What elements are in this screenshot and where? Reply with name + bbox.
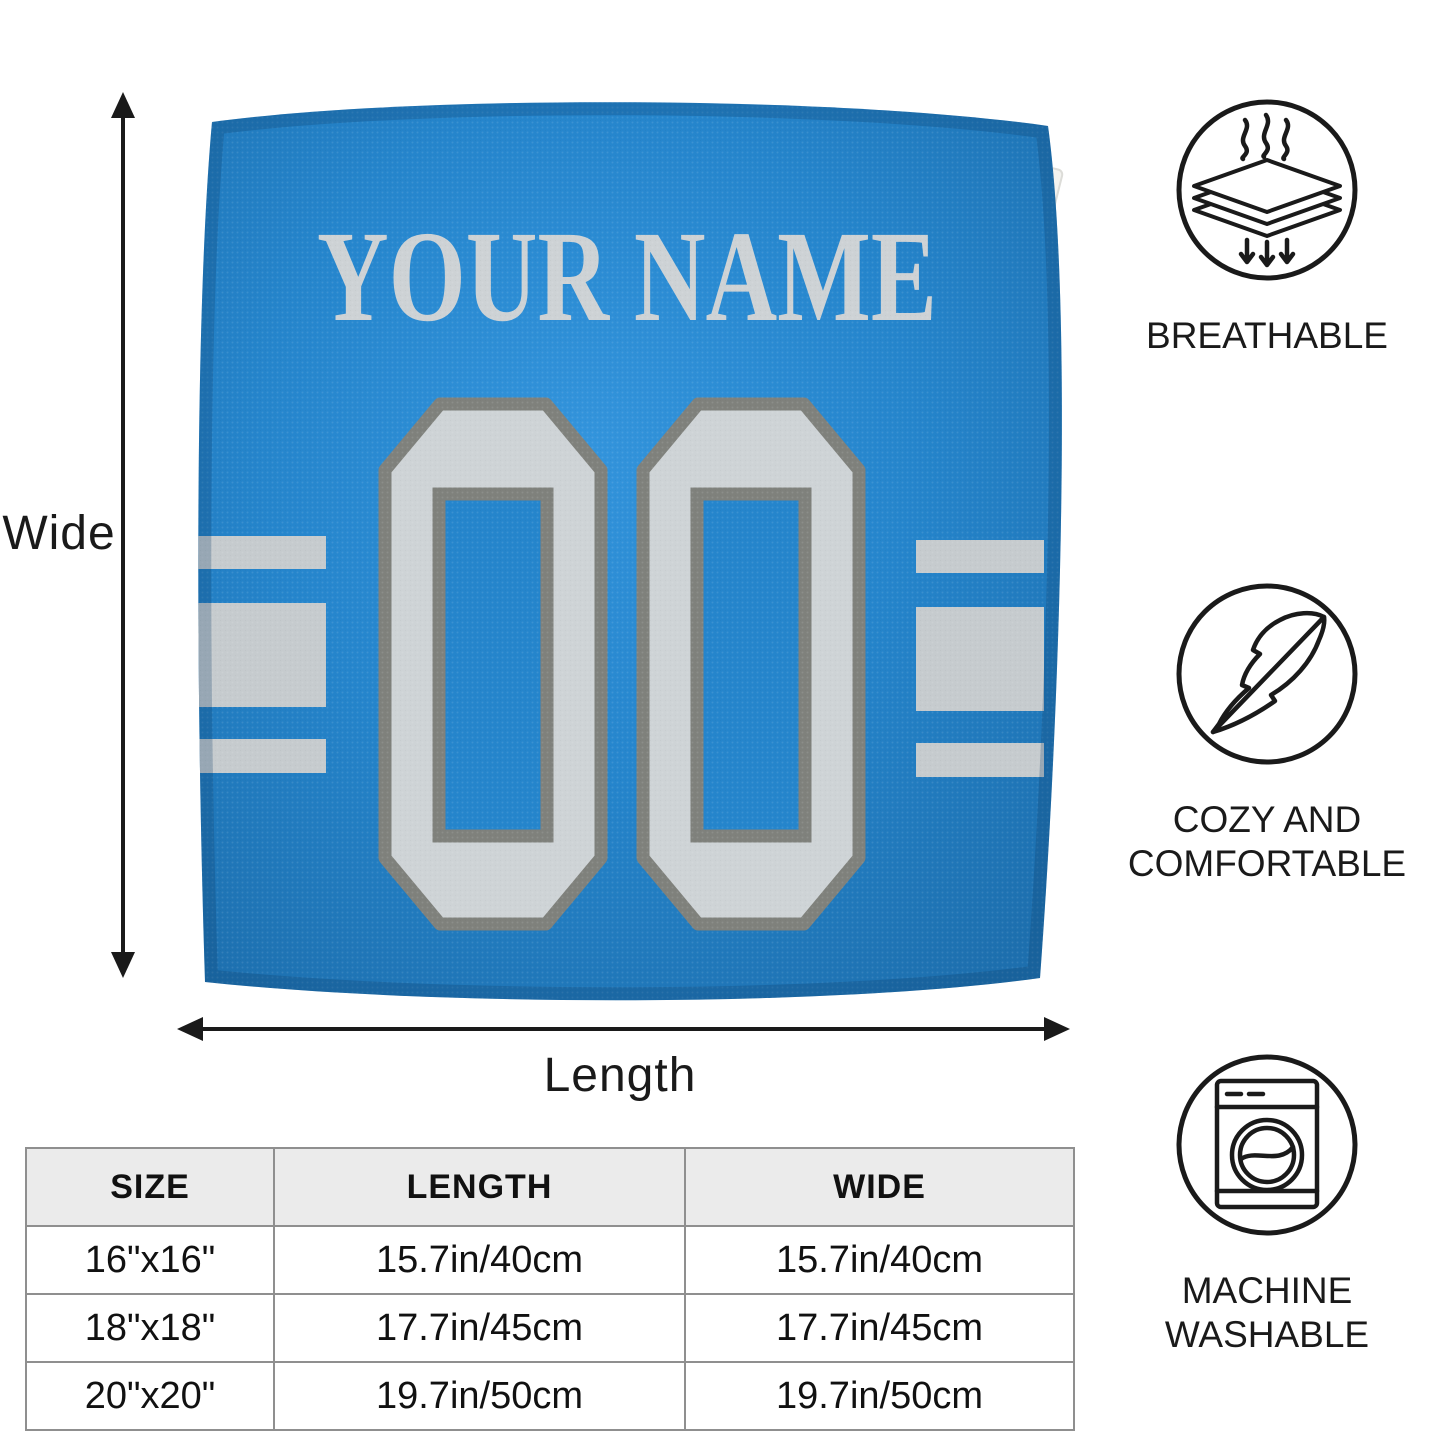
feature-breathable: BREATHABLE	[1117, 90, 1417, 358]
table-cell: 20"x20"	[25, 1361, 275, 1431]
arrow-right-head	[1044, 1017, 1070, 1041]
table-cell: 18"x18"	[25, 1293, 275, 1363]
table-row: 20"x20" 19.7in/50cm 19.7in/50cm	[25, 1361, 1075, 1431]
table-cell: 17.7in/45cm	[273, 1293, 686, 1363]
column-header-wide: WIDE	[684, 1147, 1075, 1227]
length-arrow-line	[201, 1027, 1045, 1031]
washing-machine-icon	[1176, 1054, 1358, 1236]
wide-arrow-line	[121, 116, 125, 954]
column-header-length: LENGTH	[273, 1147, 686, 1227]
table-row: 18"x18" 17.7in/45cm 17.7in/45cm	[25, 1293, 1075, 1363]
fabric-texture	[198, 102, 1062, 1001]
table-cell: 15.7in/40cm	[684, 1225, 1075, 1295]
table-cell: 19.7in/50cm	[684, 1361, 1075, 1431]
arrow-left-head	[177, 1017, 203, 1041]
feature-label-line: WASHABLE	[1164, 1314, 1370, 1355]
table-cell: 19.7in/50cm	[273, 1361, 686, 1431]
feature-label: COZY AND COMFORTABLE	[1117, 798, 1417, 886]
column-header-size: SIZE	[25, 1147, 275, 1227]
pillow-edge-shading	[198, 102, 1062, 1001]
table-cell: 17.7in/45cm	[684, 1293, 1075, 1363]
arrow-down-head	[111, 952, 135, 978]
feature-label: BREATHABLE	[1117, 314, 1417, 358]
wide-label: Wide	[2, 507, 116, 560]
feature-label-line: COZY AND	[1172, 799, 1362, 840]
table-row: 16"x16" 15.7in/40cm 15.7in/40cm	[25, 1225, 1075, 1295]
table-cell: 15.7in/40cm	[273, 1225, 686, 1295]
length-label: Length	[543, 1049, 697, 1102]
feather-icon	[1176, 583, 1358, 765]
breathable-layers-icon	[1176, 99, 1358, 281]
feature-label-line: COMFORTABLE	[1127, 843, 1407, 884]
arrow-up-head	[111, 92, 135, 118]
feature-machine-washable: MACHINE WASHABLE	[1117, 1045, 1417, 1357]
feature-label-line: MACHINE	[1181, 1270, 1353, 1311]
table-header-row: SIZE LENGTH WIDE	[25, 1147, 1075, 1227]
feature-label-line: BREATHABLE	[1146, 315, 1388, 356]
size-chart-table: SIZE LENGTH WIDE 16"x16" 15.7in/40cm 15.…	[25, 1147, 1075, 1431]
feature-cozy-comfortable: COZY AND COMFORTABLE	[1117, 574, 1417, 886]
table-cell: 16"x16"	[25, 1225, 275, 1295]
feature-label: MACHINE WASHABLE	[1117, 1269, 1417, 1357]
